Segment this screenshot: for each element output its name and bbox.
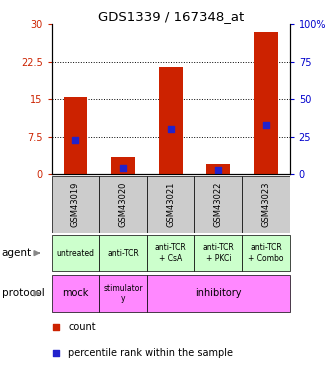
Text: percentile rank within the sample: percentile rank within the sample (68, 348, 233, 358)
Text: mock: mock (62, 288, 89, 298)
Text: untreated: untreated (56, 249, 95, 258)
Bar (147, 235, 194, 271)
Bar (194, 235, 242, 271)
Bar (194, 176, 242, 232)
Bar (52, 235, 99, 271)
Text: anti-TCR
+ CsA: anti-TCR + CsA (155, 243, 186, 263)
Text: anti-TCR: anti-TCR (107, 249, 139, 258)
Bar (254, 32, 278, 174)
Bar (99, 235, 147, 271)
Point (216, 167, 221, 173)
Bar (242, 235, 290, 271)
Bar (242, 176, 290, 232)
Bar (99, 274, 147, 312)
Text: protocol: protocol (2, 288, 44, 298)
Bar (147, 176, 194, 232)
Bar (159, 67, 182, 174)
Bar (64, 97, 87, 174)
Text: agent: agent (2, 248, 32, 258)
Text: GSM43022: GSM43022 (214, 182, 223, 227)
Point (263, 122, 268, 128)
Title: GDS1339 / 167348_at: GDS1339 / 167348_at (98, 10, 244, 23)
Bar (206, 164, 230, 174)
Bar (52, 274, 99, 312)
Text: GSM43021: GSM43021 (166, 182, 175, 227)
Point (54, 324, 59, 330)
Text: GSM43020: GSM43020 (119, 182, 128, 227)
Text: inhibitory: inhibitory (195, 288, 241, 298)
Point (54, 350, 59, 356)
Text: count: count (68, 322, 96, 332)
Point (73, 137, 78, 143)
Bar (147, 274, 290, 312)
Bar (99, 176, 147, 232)
Bar (52, 176, 99, 232)
Point (168, 126, 173, 132)
Text: anti-TCR
+ PKCi: anti-TCR + PKCi (202, 243, 234, 263)
Text: stimulator
y: stimulator y (103, 284, 143, 303)
Text: GSM43019: GSM43019 (71, 182, 80, 227)
Text: anti-TCR
+ Combo: anti-TCR + Combo (248, 243, 284, 263)
Text: GSM43023: GSM43023 (261, 182, 270, 227)
Point (121, 165, 126, 171)
Bar (111, 157, 135, 174)
